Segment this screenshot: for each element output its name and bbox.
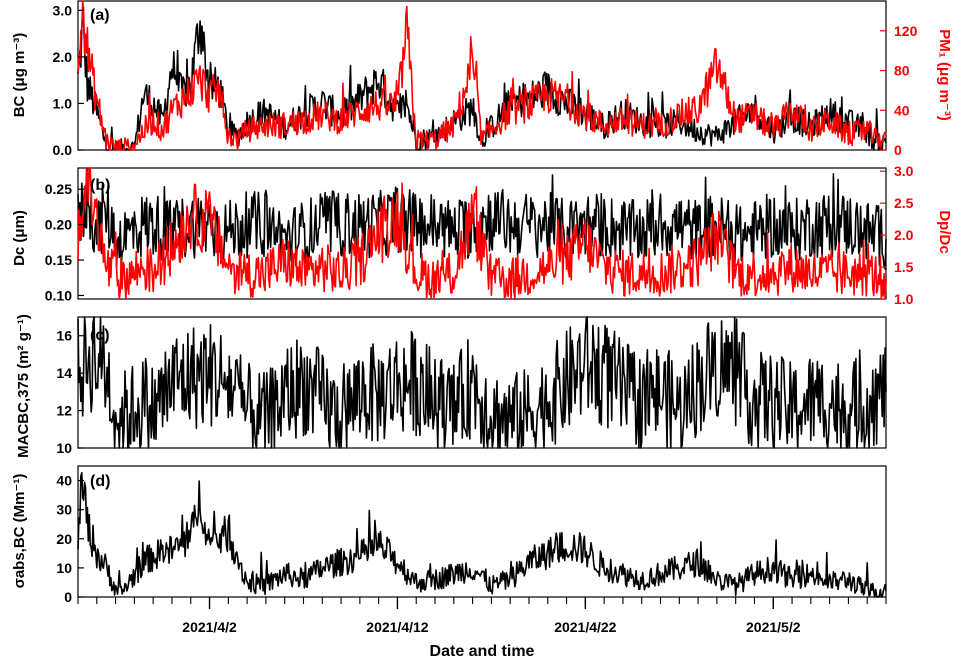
series-line-d-sigma-abs-bc [77,472,887,598]
panel-tag-d: (d) [90,473,110,490]
ytick-label-right-b-1: 1.5 [894,259,914,275]
xtick-label-2: 2021/4/22 [554,619,616,635]
series-group-d [77,472,887,598]
panel-tag-a: (a) [90,7,110,24]
ytick-label-left-d-2: 20 [56,531,72,547]
ytick-label-left-b-0: 0.10 [45,287,72,303]
ytick-label-left-b-1: 0.15 [45,252,72,268]
ytick-label-left-c-1: 12 [56,403,72,419]
panel-tag-b: (b) [90,177,110,194]
ytick-label-right-a-2: 80 [894,63,910,79]
plot-frame-a [77,0,887,151]
ytick-label-right-b-3: 2.5 [894,195,914,211]
ylabel-left-c: MACBC,375 (m² g⁻¹) [15,314,32,458]
x-axis-label: Date and time [430,643,535,660]
series-group-b [77,167,887,300]
series-line-c-mac [77,316,887,449]
ytick-label-left-b-2: 0.20 [45,217,72,233]
xtick-label-3: 2021/5/2 [746,619,801,635]
ytick-label-left-d-1: 10 [56,560,72,576]
ytick-label-right-b-4: 3.0 [894,163,914,179]
xtick-label-1: 2021/4/12 [366,619,428,635]
series-line-a-pm1 [77,0,887,151]
panel-b: 0.10 0.15 0.20 0.25 1.0 1.5 2.0 2.5 3.0 (b) Dc (μm… [11,163,953,307]
xtick-label-0: 2021/4/2 [182,619,237,635]
ytick-label-left-c-0: 10 [56,440,72,456]
ytick-label-right-b-0: 1.0 [894,291,914,307]
ytick-label-left-d-0: 0 [64,589,72,605]
ytick-label-left-d-4: 40 [56,473,72,489]
ytick-label-left-b-3: 0.25 [45,181,72,197]
series-group-a [77,0,887,151]
panel-tag-c: (c) [90,327,110,344]
ylabel-left-b: Dc (μm) [11,210,28,266]
panel-c: 10 12 14 16 (c) MACBC,375 (m² g⁻¹) [15,314,887,458]
ylabel-left-a: BC (μg m⁻³) [11,33,28,118]
panel-a: 0.0 1.0 2.0 3.0 0 40 80 120 (a) BC (μg m⁻³) PM₁ (μ… [11,0,953,158]
ylabel-left-d: σabs,BC (Mm⁻¹) [11,474,28,589]
series-group-c [77,316,887,449]
ytick-label-right-a-1: 40 [894,102,910,118]
ylabel-right-a: PM₁ (μg m⁻³) [936,29,953,121]
panel-d: 0 10 20 30 40 (d) σabs,BC (Mm⁻¹) [11,465,887,605]
ytick-label-left-d-3: 30 [56,502,72,518]
ytick-label-left-a-3: 3.0 [53,2,73,18]
ytick-label-left-a-1: 1.0 [53,95,73,111]
ytick-label-left-a-0: 0.0 [53,142,73,158]
x-axis: 2021/4/2 2021/4/12 2021/4/22 2021/5/2 [77,597,887,635]
ytick-label-left-c-3: 16 [56,328,72,344]
ytick-label-left-c-2: 14 [56,365,72,381]
ylabel-right-b: Dp/Dc [936,210,953,253]
series-line-b-dp-dc [77,167,887,300]
ytick-label-right-b-2: 2.0 [894,227,914,243]
ytick-label-right-a-0: 0 [894,142,902,158]
ytick-label-left-a-2: 2.0 [53,49,73,65]
ytick-label-right-a-3: 120 [894,23,918,39]
